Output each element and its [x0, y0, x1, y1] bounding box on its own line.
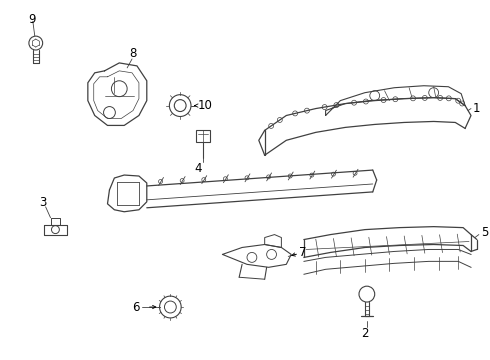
Text: 10: 10	[198, 99, 213, 112]
Text: 7: 7	[299, 246, 307, 259]
Text: 5: 5	[481, 226, 488, 239]
Text: 4: 4	[194, 162, 201, 175]
Text: 2: 2	[361, 327, 368, 340]
Text: 1: 1	[473, 102, 481, 115]
Text: 9: 9	[28, 13, 35, 26]
Text: 8: 8	[129, 48, 137, 60]
Text: 3: 3	[39, 196, 46, 209]
FancyBboxPatch shape	[196, 130, 210, 142]
Text: 6: 6	[132, 301, 140, 314]
